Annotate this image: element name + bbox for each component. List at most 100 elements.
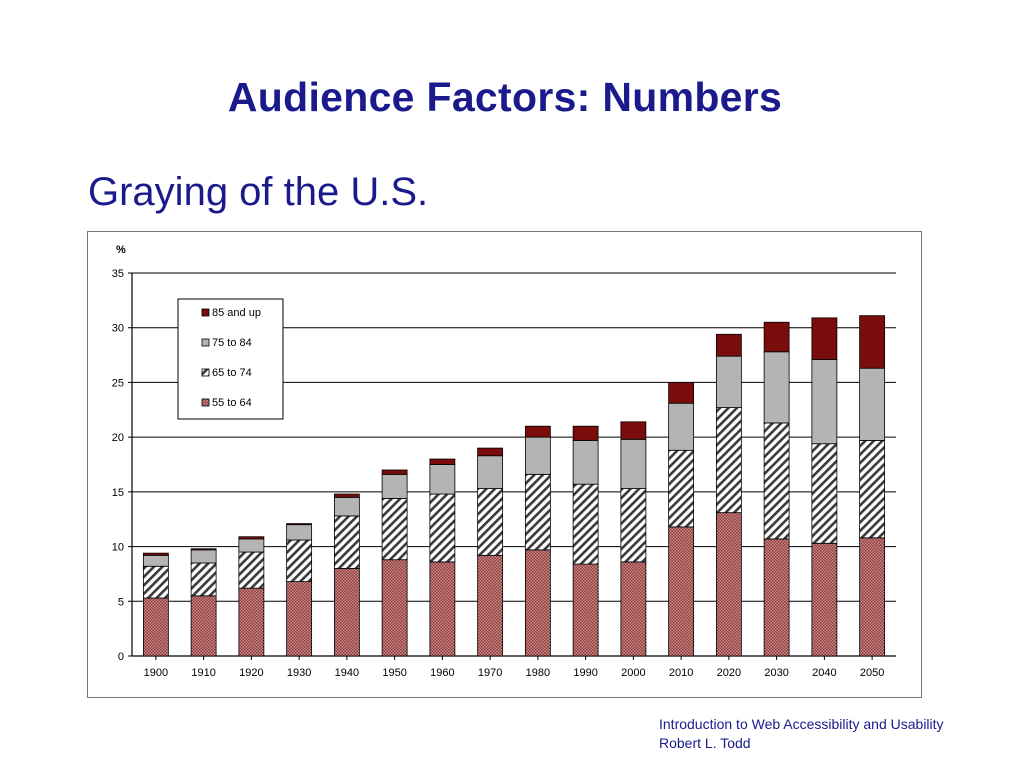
x-tick-label: 1910 — [191, 667, 215, 679]
bar-segment-75-to-84 — [715, 355, 742, 408]
legend-label: 55 to 64 — [212, 397, 252, 409]
bar-segment-75-to-84 — [429, 464, 456, 495]
y-tick-label: 30 — [112, 323, 124, 335]
y-axis-unit-label: % — [116, 244, 126, 256]
bar-segment-85-and-up — [142, 552, 169, 556]
x-tick-label: 2050 — [860, 667, 884, 679]
bar-segment-55-to-64 — [572, 563, 599, 657]
bar-segment-55-to-64 — [333, 568, 360, 657]
x-tick-label: 2020 — [717, 667, 741, 679]
slide-subtitle: Graying of the U.S. — [88, 170, 429, 214]
footer-course: Introduction to Web Accessibility and Us… — [659, 716, 944, 732]
chart-frame: % 0 5 10 15 20 25 30 35 1900 1910 1920 1930 1940 1950… — [87, 231, 922, 698]
bar-segment-55-to-64 — [477, 554, 504, 657]
bar-segment-85-and-up — [429, 458, 456, 465]
bar-segment-55-to-64 — [524, 549, 551, 657]
bar-segment-85-and-up — [668, 382, 695, 404]
legend-swatch — [201, 368, 210, 377]
x-tick-label: 2040 — [812, 667, 836, 679]
bar-segment-65-to-74 — [524, 473, 551, 551]
bar-segment-55-to-64 — [811, 542, 838, 657]
bar-segment-85-and-up — [286, 523, 313, 526]
x-tick-label: 1900 — [144, 667, 168, 679]
bar-segment-85-and-up — [859, 315, 886, 369]
y-tick-label: 15 — [112, 487, 124, 499]
slide-title: Audience Factors: Numbers — [227, 74, 783, 120]
legend-swatch — [201, 308, 210, 317]
bar-segment-85-and-up — [381, 469, 408, 475]
bar-segment-55-to-64 — [763, 538, 790, 657]
bar-segment-65-to-74 — [859, 440, 886, 539]
bar-segment-65-to-74 — [381, 498, 408, 561]
bar-segment-65-to-74 — [668, 449, 695, 528]
bar-segment-75-to-84 — [811, 359, 838, 445]
bar-segment-55-to-64 — [286, 581, 313, 657]
bar-segment-65-to-74 — [190, 562, 217, 597]
x-tick-label: 1960 — [430, 667, 454, 679]
bar-segment-55-to-64 — [381, 559, 408, 657]
bar-segment-65-to-74 — [715, 407, 742, 514]
bar-segment-85-and-up — [477, 447, 504, 457]
y-tick-label: 20 — [112, 432, 124, 444]
legend-label: 75 to 84 — [212, 337, 252, 349]
x-tick-label: 1980 — [526, 667, 550, 679]
x-tick-label: 1940 — [335, 667, 359, 679]
bar-segment-75-to-84 — [333, 496, 360, 517]
bar-segment-55-to-64 — [668, 526, 695, 657]
bar-segment-65-to-74 — [572, 483, 599, 565]
bar-segment-55-to-64 — [859, 537, 886, 657]
bar-segment-65-to-74 — [429, 493, 456, 563]
bar-segment-85-and-up — [811, 317, 838, 360]
bar-segment-85-and-up — [190, 548, 217, 551]
bar-segment-75-to-84 — [142, 554, 169, 567]
x-tick-label: 1970 — [478, 667, 502, 679]
bar-segment-75-to-84 — [859, 367, 886, 441]
bar-segment-85-and-up — [715, 333, 742, 357]
legend-swatch — [201, 398, 210, 407]
bar-segment-75-to-84 — [620, 438, 647, 489]
bar-segment-65-to-74 — [477, 488, 504, 556]
x-tick-label: 1950 — [382, 667, 406, 679]
bar-segment-85-and-up — [333, 493, 360, 498]
y-tick-label: 10 — [112, 542, 124, 554]
bar-segment-75-to-84 — [286, 524, 313, 541]
bar-segment-55-to-64 — [620, 561, 647, 657]
y-tick-label: 25 — [112, 377, 124, 389]
x-tick-label: 1990 — [573, 667, 597, 679]
bar-segment-65-to-74 — [142, 565, 169, 599]
x-tick-label: 1920 — [239, 667, 263, 679]
x-tick-label: 2010 — [669, 667, 693, 679]
footer: Introduction to Web Accessibility and Us… — [659, 715, 944, 753]
bar-segment-55-to-64 — [142, 597, 169, 657]
bar-segment-85-and-up — [620, 421, 647, 440]
bar-segment-55-to-64 — [238, 587, 265, 657]
bar-segment-85-and-up — [524, 425, 551, 438]
legend-swatch — [201, 338, 210, 347]
bar-segment-65-to-74 — [286, 539, 313, 582]
bar-segment-75-to-84 — [381, 473, 408, 499]
bar-segment-75-to-84 — [524, 436, 551, 475]
x-tick-label: 2030 — [764, 667, 788, 679]
y-tick-label: 35 — [112, 268, 124, 280]
x-tick-label: 1930 — [287, 667, 311, 679]
legend-box — [177, 298, 284, 420]
bar-segment-55-to-64 — [429, 561, 456, 657]
footer-author: Robert L. Todd — [659, 735, 751, 751]
bar-segment-85-and-up — [763, 321, 790, 353]
bar-segment-55-to-64 — [715, 512, 742, 657]
bar-segment-75-to-84 — [572, 440, 599, 485]
legend-label: 65 to 74 — [212, 367, 252, 379]
stacked-bar-chart: % 0 5 10 15 20 25 30 35 1900 1910 1920 1930 1940 1950… — [112, 244, 896, 679]
bar-segment-85-and-up — [238, 536, 265, 540]
legend: 85 and up 75 to 84 65 to 74 55 to 64 — [177, 298, 284, 420]
bar-segment-65-to-74 — [763, 422, 790, 540]
x-tick-label: 2000 — [621, 667, 645, 679]
bar-segment-65-to-74 — [620, 488, 647, 563]
bar-segment-75-to-84 — [190, 549, 217, 564]
bar-segment-65-to-74 — [811, 443, 838, 544]
y-tick-label: 5 — [118, 596, 124, 608]
bar-segment-65-to-74 — [333, 515, 360, 569]
bar-segment-75-to-84 — [477, 455, 504, 489]
bar-segment-65-to-74 — [238, 551, 265, 589]
bar-segment-55-to-64 — [190, 595, 217, 657]
